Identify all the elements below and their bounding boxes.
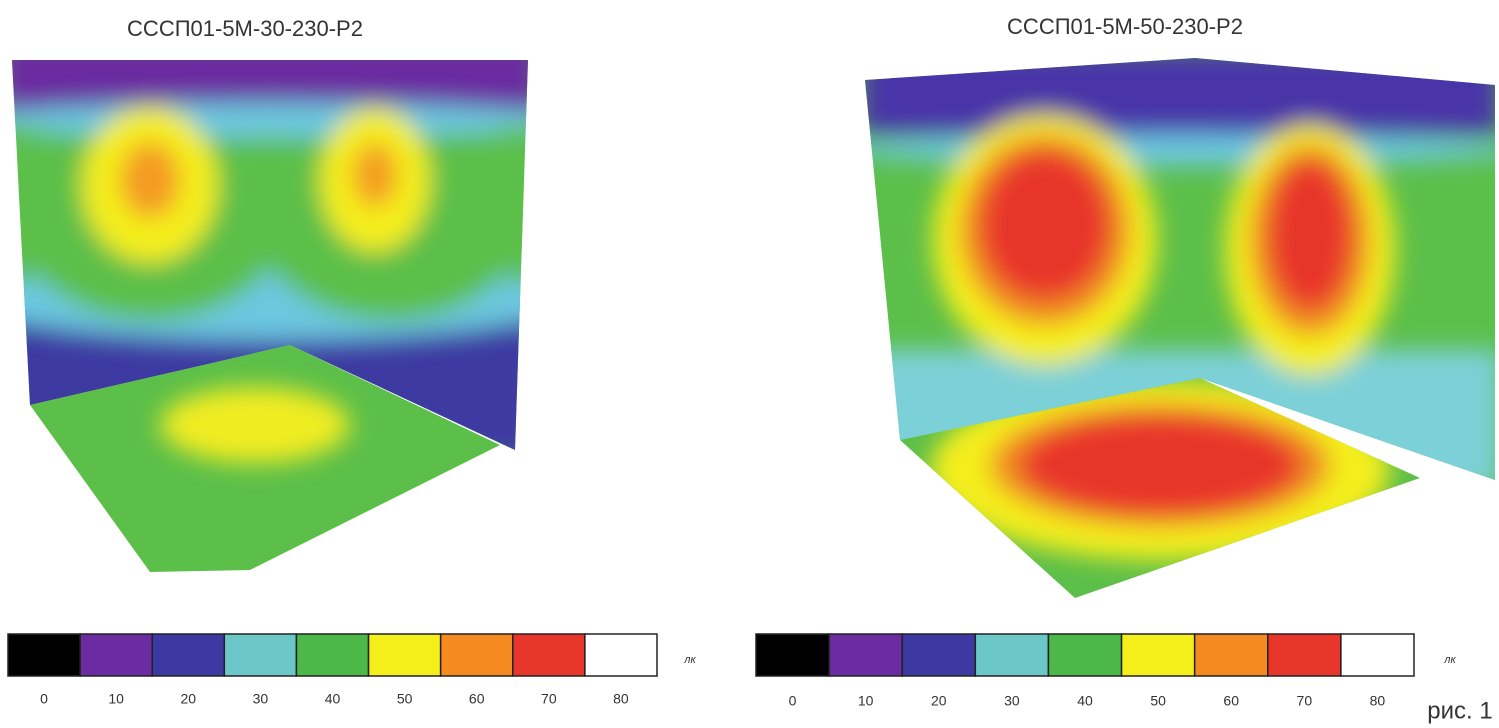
- legend-label: 20: [931, 693, 947, 709]
- legend-swatch: [295, 633, 370, 677]
- legend-swatch: [367, 633, 442, 677]
- legend-swatch: [901, 633, 977, 677]
- caption: рис. 1: [1427, 697, 1492, 724]
- legend-label: 40: [1077, 693, 1093, 709]
- legend-swatch: [7, 633, 81, 677]
- legend-label: 0: [40, 691, 48, 707]
- legend-swatch: [1193, 633, 1269, 677]
- legend-label: 10: [108, 691, 124, 707]
- legend-swatch: [755, 633, 830, 677]
- legend-label: 70: [1297, 693, 1313, 709]
- legend-swatch: [974, 633, 1050, 677]
- legend-label: 50: [1150, 693, 1166, 709]
- legend-label: 60: [1223, 693, 1239, 709]
- panel-title: СССП01-5М-50-230-Р2: [1007, 14, 1243, 39]
- legend-unit: лк: [683, 654, 696, 666]
- legend-swatch: [79, 633, 153, 677]
- panel-title: СССП01-5М-30-230-Р2: [127, 16, 363, 41]
- legend-label: 80: [1370, 693, 1386, 709]
- legend-swatch: [223, 633, 298, 677]
- legend-swatch: [584, 633, 658, 677]
- legend-label: 60: [469, 691, 485, 707]
- legend-label: 30: [1004, 693, 1020, 709]
- legend-label: 20: [180, 691, 196, 707]
- legend-label: 50: [397, 691, 413, 707]
- legend-swatch: [512, 633, 586, 677]
- legend-label: 10: [858, 693, 874, 709]
- legend-swatch: [1120, 633, 1196, 677]
- legend-swatch: [439, 633, 514, 677]
- legend-swatch: [151, 633, 226, 677]
- legend-swatch: [1267, 633, 1342, 677]
- legend-swatch: [828, 633, 903, 677]
- legend-label: 40: [325, 691, 341, 707]
- legend-swatch: [1047, 633, 1123, 677]
- legend-swatch: [1340, 633, 1415, 677]
- legend-label: 80: [613, 691, 629, 707]
- legend-label: 70: [541, 691, 557, 707]
- legend-unit: лк: [1443, 654, 1456, 666]
- wall-heatmap: [12, 60, 528, 450]
- legend-label: 30: [253, 691, 269, 707]
- legend-label: 0: [789, 693, 797, 709]
